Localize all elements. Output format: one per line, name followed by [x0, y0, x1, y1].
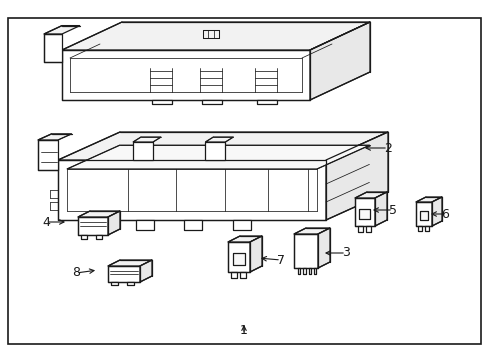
Polygon shape: [78, 217, 108, 235]
Polygon shape: [317, 228, 329, 268]
Polygon shape: [257, 100, 276, 104]
Polygon shape: [44, 26, 80, 34]
Polygon shape: [431, 197, 441, 226]
Polygon shape: [359, 209, 369, 219]
Polygon shape: [303, 268, 305, 274]
Text: 8: 8: [72, 266, 80, 279]
Text: 4: 4: [42, 216, 50, 229]
Polygon shape: [111, 282, 117, 285]
Polygon shape: [313, 268, 315, 274]
Polygon shape: [231, 272, 236, 278]
Polygon shape: [202, 100, 222, 104]
Polygon shape: [140, 260, 152, 282]
Polygon shape: [325, 132, 387, 220]
Polygon shape: [293, 228, 329, 234]
Polygon shape: [232, 253, 244, 265]
Polygon shape: [62, 22, 369, 50]
Polygon shape: [354, 198, 374, 226]
Polygon shape: [232, 220, 250, 230]
Text: 1: 1: [240, 324, 247, 337]
Polygon shape: [374, 192, 386, 226]
Polygon shape: [424, 226, 428, 231]
Polygon shape: [227, 242, 249, 272]
Polygon shape: [58, 160, 325, 220]
Polygon shape: [365, 226, 370, 231]
Polygon shape: [354, 192, 386, 198]
Polygon shape: [96, 235, 102, 239]
Polygon shape: [44, 34, 62, 62]
Polygon shape: [62, 50, 309, 100]
Text: 2: 2: [383, 141, 391, 154]
Polygon shape: [108, 211, 120, 235]
Polygon shape: [183, 220, 202, 230]
Polygon shape: [38, 134, 72, 140]
Polygon shape: [297, 268, 299, 274]
Text: 7: 7: [276, 253, 285, 266]
Polygon shape: [419, 211, 427, 220]
Polygon shape: [108, 260, 152, 266]
Polygon shape: [415, 202, 431, 226]
Polygon shape: [136, 220, 154, 230]
Polygon shape: [133, 137, 161, 142]
Text: 5: 5: [388, 203, 396, 216]
Polygon shape: [127, 282, 133, 285]
Polygon shape: [58, 132, 387, 160]
Polygon shape: [227, 236, 262, 242]
Polygon shape: [308, 268, 311, 274]
Polygon shape: [38, 140, 58, 170]
Polygon shape: [205, 137, 233, 142]
Polygon shape: [249, 236, 262, 272]
Text: 6: 6: [440, 207, 448, 220]
Polygon shape: [205, 142, 225, 160]
Polygon shape: [415, 197, 441, 202]
Polygon shape: [309, 22, 369, 100]
Polygon shape: [152, 100, 172, 104]
Text: 3: 3: [342, 247, 349, 260]
Polygon shape: [81, 235, 87, 239]
Polygon shape: [240, 272, 245, 278]
Polygon shape: [67, 145, 369, 169]
Polygon shape: [133, 142, 153, 160]
Polygon shape: [108, 266, 140, 282]
Polygon shape: [293, 234, 317, 268]
Polygon shape: [357, 226, 362, 231]
Polygon shape: [78, 211, 120, 217]
Polygon shape: [418, 226, 422, 231]
